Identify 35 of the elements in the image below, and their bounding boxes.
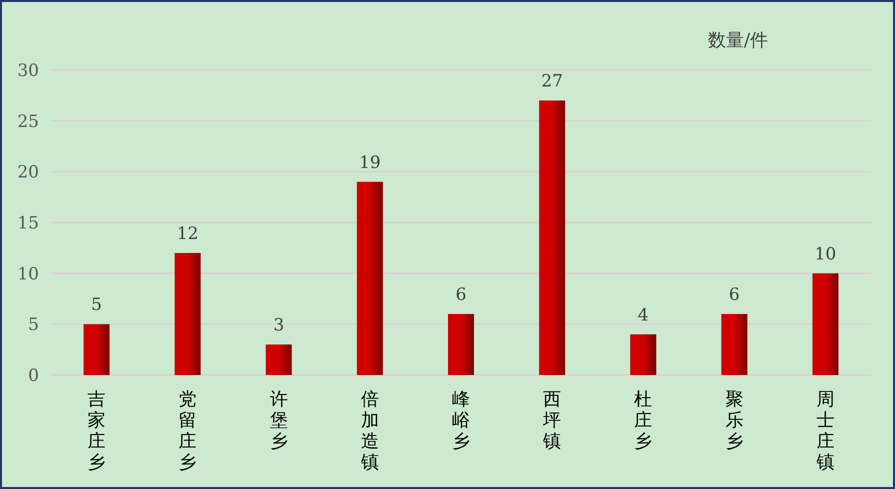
data-label: 27 xyxy=(541,72,563,92)
bar xyxy=(448,314,474,375)
bar xyxy=(174,253,201,375)
bar xyxy=(84,324,110,375)
x-tick-label: 杜庄乡 xyxy=(634,389,652,452)
data-label: 12 xyxy=(176,224,198,244)
y-tick-label: 5 xyxy=(28,315,39,336)
data-label: 4 xyxy=(638,305,649,326)
y-tick-label: 10 xyxy=(17,264,39,284)
bar xyxy=(356,182,383,375)
data-label: 19 xyxy=(359,152,381,173)
bar xyxy=(721,314,748,375)
x-tick-label: 周士庄镇 xyxy=(815,389,834,473)
data-label: 6 xyxy=(728,285,740,305)
x-tick-label: 西坪镇 xyxy=(542,389,562,452)
data-label: 3 xyxy=(273,316,284,336)
y-tick-label: 0 xyxy=(28,366,39,386)
x-tick-label: 聚乐乡 xyxy=(725,389,744,452)
data-label: 10 xyxy=(814,244,836,264)
y-axis-title: 数量/件 xyxy=(708,30,768,51)
x-tick-label: 许堡乡 xyxy=(270,389,288,452)
bar xyxy=(539,100,566,375)
x-tick-label: 党留庄乡 xyxy=(178,389,197,473)
y-tick-label: 15 xyxy=(17,214,39,234)
y-tick-label: 20 xyxy=(17,162,39,183)
bar xyxy=(266,344,292,375)
bar xyxy=(630,334,656,375)
data-label: 5 xyxy=(91,295,102,316)
x-tick-label: 倍加造镇 xyxy=(360,389,379,473)
data-label: 6 xyxy=(456,285,466,305)
bar xyxy=(812,273,838,375)
x-tick-label: 吉家庄乡 xyxy=(88,389,106,473)
y-tick-label: 30 xyxy=(17,61,39,81)
y-tick-label: 25 xyxy=(17,112,39,132)
x-tick-label: 峰峪乡 xyxy=(452,389,470,452)
